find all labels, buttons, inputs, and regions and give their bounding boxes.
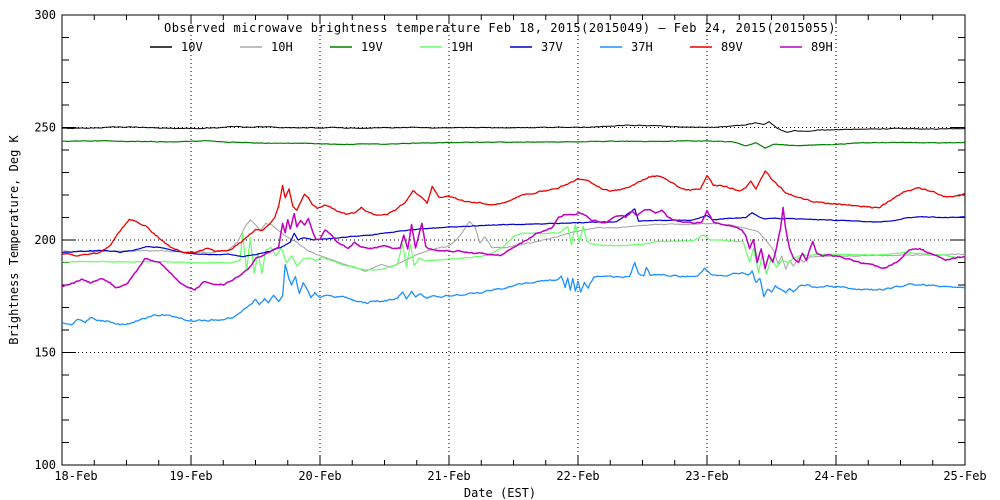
x-tick-label-19-Feb: 19-Feb (169, 469, 212, 483)
y-tick-label-250: 250 (34, 121, 56, 135)
x-tick-label-22-Feb: 22-Feb (556, 469, 599, 483)
x-tick-label-23-Feb: 23-Feb (685, 469, 728, 483)
series-line-19H (61, 224, 966, 275)
y-axis-label: Brightness Temperature, Deg K (7, 135, 21, 345)
y-tick-label-150: 150 (34, 346, 56, 360)
y-tick-label-100: 100 (34, 458, 56, 472)
legend-label-19H: 19H (451, 40, 473, 54)
x-tick-label-20-Feb: 20-Feb (298, 469, 341, 483)
x-tick-label-25-Feb: 25-Feb (943, 469, 986, 483)
x-tick-label-18-Feb: 18-Feb (54, 469, 97, 483)
series-line-37V (61, 208, 966, 258)
legend-label-10H: 10H (271, 40, 293, 54)
x-tick-label-24-Feb: 24-Feb (814, 469, 857, 483)
x-tick-label-21-Feb: 21-Feb (427, 469, 470, 483)
series-line-10H (61, 219, 966, 272)
legend-label-89V: 89V (721, 40, 743, 54)
series-line-89V (61, 170, 966, 257)
series-line-19V (61, 140, 966, 149)
series-line-89H (61, 206, 966, 291)
legend-label-37V: 37V (541, 40, 563, 54)
series-line-37H (61, 261, 966, 326)
legend-label-10V: 10V (181, 40, 203, 54)
plot-frame (61, 14, 966, 466)
chart-title: Observed microwave brightness temperatur… (163, 21, 837, 35)
y-tick-label-200: 200 (34, 233, 56, 247)
x-axis-label: Date (EST) (463, 486, 537, 500)
legend-label-89H: 89H (811, 40, 833, 54)
legend-label-37H: 37H (631, 40, 653, 54)
series-line-10V (61, 121, 965, 133)
y-tick-label-300: 300 (34, 8, 56, 22)
legend-label-19V: 19V (361, 40, 383, 54)
